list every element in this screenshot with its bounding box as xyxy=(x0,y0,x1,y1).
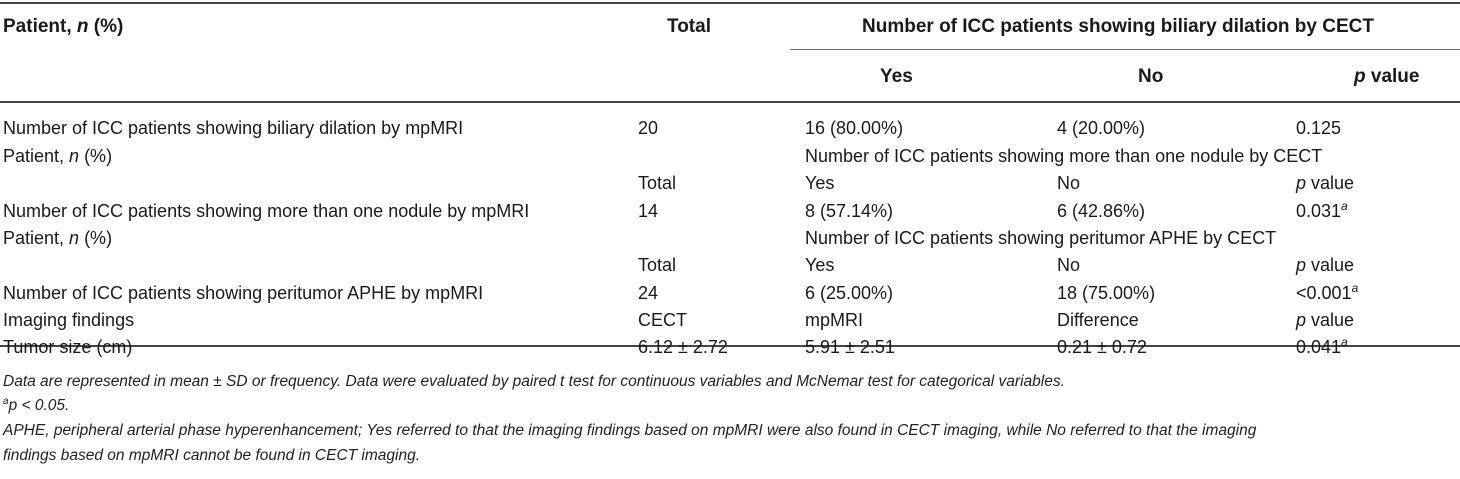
row4-patient-label: Patient, xyxy=(3,228,70,248)
header-bottom-rule xyxy=(0,101,1460,103)
row4-patient-pct: (%) xyxy=(79,228,113,248)
header-yes: Yes xyxy=(880,66,913,87)
row7-total: CECT xyxy=(638,310,687,330)
header-group-title: Number of ICC patients showing biliary d… xyxy=(862,16,1374,37)
row3-yes: 8 (57.14%) xyxy=(805,201,894,221)
row7-label: Imaging findings xyxy=(3,310,135,330)
header-patient: Patient, n (%) xyxy=(3,16,123,38)
row2-total: Total xyxy=(638,173,677,193)
header-p-italic: p xyxy=(1354,66,1366,87)
row6-p-value: <0.001 xyxy=(1296,283,1352,303)
row1-patient-label: Patient, xyxy=(3,146,70,166)
row8-p: 0.041a xyxy=(1296,335,1348,358)
row4-patient: Patient, n (%) xyxy=(3,228,112,249)
header-patient-label: Patient, xyxy=(3,16,77,37)
row5-p: p value xyxy=(1296,255,1354,276)
footnote-line1: Data are represented in mean ± SD or fre… xyxy=(3,373,1065,390)
row3-p-sup: a xyxy=(1341,199,1348,213)
row4-patient-n: n xyxy=(69,228,80,248)
row2-p: p value xyxy=(1296,173,1354,194)
row3-p: 0.031a xyxy=(1296,199,1348,222)
row7-yes: mpMRI xyxy=(805,310,863,330)
row4-span-title: Number of ICC patients showing peritumor… xyxy=(805,228,1277,248)
footnote-line2-sup: a xyxy=(3,395,9,407)
footnote-line2: ap < 0.05. xyxy=(3,395,70,415)
header-patient-pct: (%) xyxy=(88,16,124,37)
row6-p-sup: a xyxy=(1351,281,1359,295)
row2-yes: Yes xyxy=(805,173,835,193)
row6-no: 18 (75.00%) xyxy=(1057,283,1156,303)
row0-no: 4 (20.00%) xyxy=(1057,118,1146,138)
footnote-line2-text: p < 0.05. xyxy=(8,397,70,414)
row8-label-visible: Tumor size (cm) xyxy=(3,337,133,357)
row3-no: 6 (42.86%) xyxy=(1057,201,1146,221)
row3-label: Number of ICC patients showing more than… xyxy=(3,201,530,221)
row1-patient: Patient, n (%) xyxy=(3,146,112,167)
row8-p-sup: a xyxy=(1341,335,1348,349)
row5-p-rest: value xyxy=(1306,255,1355,275)
row2-p-rest: value xyxy=(1306,173,1355,193)
row0-yes: 16 (80.00%) xyxy=(805,118,904,138)
row6-p: <0.001a xyxy=(1296,281,1359,304)
row2-no: No xyxy=(1057,173,1081,193)
row6-label: Number of ICC patients showing peritumor… xyxy=(3,283,484,303)
row7-no: Difference xyxy=(1057,310,1139,330)
row3-total: 14 xyxy=(638,201,659,221)
header-p-rest: value xyxy=(1365,66,1420,87)
row0-total: 20 xyxy=(638,118,659,138)
row7-p-rest: value xyxy=(1306,310,1355,330)
row1-span-title: Number of ICC patients showing more than… xyxy=(805,146,1323,166)
header-patient-n: n xyxy=(76,16,89,37)
table-bottom-rule xyxy=(0,345,1460,347)
row6-yes: 6 (25.00%) xyxy=(805,283,894,303)
row8-total: 6.12 ± 2.72 xyxy=(638,337,728,357)
header-total: Total xyxy=(667,16,711,37)
top-rule xyxy=(0,2,1460,4)
row5-total: Total xyxy=(638,255,677,275)
row0-label: Number of ICC patients showing biliary d… xyxy=(3,118,464,138)
footnote-line4: findings based on mpMRI cannot be found … xyxy=(3,447,421,464)
row8-p-value: 0.041 xyxy=(1296,337,1342,357)
header-p-value: p value xyxy=(1354,66,1419,88)
row2-p-italic: p xyxy=(1296,173,1307,193)
row7-p: p value xyxy=(1296,310,1354,331)
row7-p-italic: p xyxy=(1296,310,1307,330)
row8-yes: 5.91 ± 2.51 xyxy=(805,337,895,357)
row8-no: 0.21 ± 0.72 xyxy=(1057,337,1147,357)
row1-patient-pct: (%) xyxy=(79,146,113,166)
row1-patient-n: n xyxy=(69,146,80,166)
header-no: No xyxy=(1138,66,1164,87)
row3-p-value: 0.031 xyxy=(1296,201,1342,221)
row5-p-italic: p xyxy=(1296,255,1307,275)
group-rule xyxy=(790,49,1460,50)
row5-yes: Yes xyxy=(805,255,835,275)
row6-total: 24 xyxy=(638,283,659,303)
row5-no: No xyxy=(1057,255,1081,275)
footnote-line3: APHE, peripheral arterial phase hyperenh… xyxy=(3,422,1257,439)
row0-p: 0.125 xyxy=(1296,118,1342,138)
